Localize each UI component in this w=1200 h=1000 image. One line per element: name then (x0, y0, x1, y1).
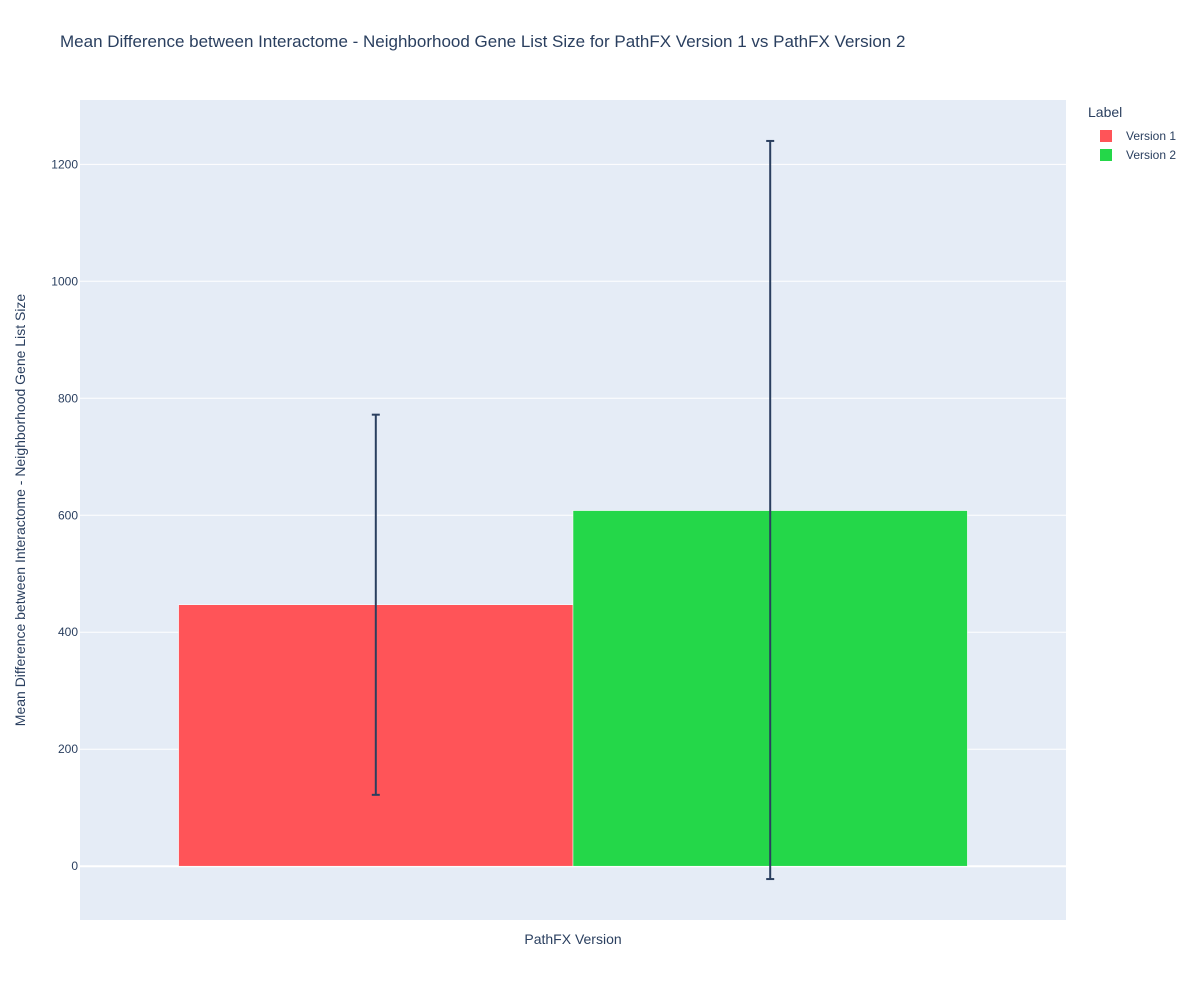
legend-swatch (1100, 129, 1112, 142)
error-bar-version-2 (766, 139, 775, 881)
legend-swatch (1100, 148, 1112, 161)
y-tick-label: 400 (58, 625, 78, 639)
y-tick-label: 0 (71, 859, 78, 873)
y-tick-label: 1000 (51, 274, 78, 288)
chart-title: Mean Difference between Interactome - Ne… (60, 32, 906, 51)
error-bar-version-1 (371, 413, 380, 796)
y-axis-title: Mean Difference between Interactome - Ne… (12, 293, 28, 727)
y-tick-label: 1200 (51, 157, 78, 171)
legend: Label Version 1 Version 2 (1088, 104, 1176, 164)
y-tick-label: 600 (58, 508, 78, 522)
y-axis-ticks: 0 200 400 600 800 1000 1200 (51, 157, 78, 873)
legend-item-version-1[interactable]: Version 1 (1088, 126, 1176, 145)
y-tick-label: 800 (58, 391, 78, 405)
y-tick-label: 200 (58, 742, 78, 756)
error-bars (371, 139, 775, 881)
x-axis-title: PathFX Version (524, 931, 622, 947)
legend-title: Label (1088, 104, 1123, 120)
legend-label: Version 2 (1126, 147, 1177, 162)
legend-item-version-2[interactable]: Version 2 (1088, 145, 1176, 164)
legend-label: Version 1 (1126, 128, 1177, 143)
